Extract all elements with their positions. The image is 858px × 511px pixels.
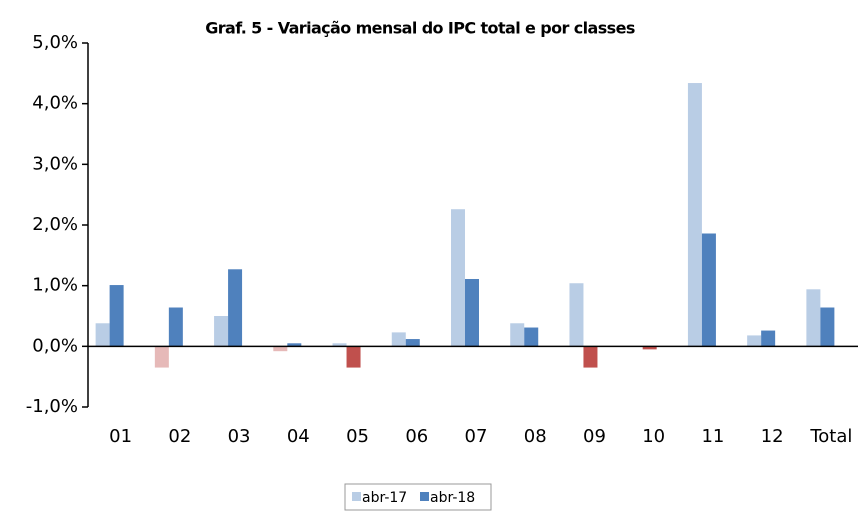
legend-label: abr-18	[430, 490, 475, 506]
bar	[391, 332, 406, 347]
y-tick-label: 5,0%	[32, 32, 78, 53]
x-tick-label: 10	[642, 426, 665, 447]
bar	[687, 83, 702, 347]
x-tick-label: 04	[287, 426, 310, 447]
x-tick-label: 05	[346, 426, 369, 447]
bar	[346, 346, 361, 368]
bar	[583, 346, 598, 368]
y-tick-label: 3,0%	[32, 153, 78, 174]
bar	[642, 346, 657, 350]
x-tick-label: 06	[405, 426, 428, 447]
x-tick-label: 08	[524, 426, 547, 447]
bar	[510, 323, 525, 347]
bar	[287, 343, 302, 347]
bar	[820, 307, 835, 347]
bar	[95, 323, 110, 347]
y-tick-label: 1,0%	[32, 275, 78, 296]
bar	[806, 289, 821, 347]
x-tick-label: 02	[168, 426, 191, 447]
bar	[109, 285, 124, 347]
legend-swatch	[352, 492, 361, 501]
x-tick-label: 12	[761, 426, 784, 447]
bar	[524, 327, 539, 347]
bar	[569, 283, 584, 347]
bar	[273, 346, 288, 352]
bar	[214, 316, 229, 347]
chart-title: Graf. 5 - Variação mensal do IPC total e…	[205, 19, 635, 38]
bar	[154, 346, 169, 368]
bar	[451, 209, 465, 347]
x-tick-label: 01	[109, 426, 132, 447]
y-tick-label: 4,0%	[32, 93, 78, 114]
legend-box	[344, 483, 492, 511]
y-tick-label: -1,0%	[26, 396, 78, 417]
x-tick-label: 07	[465, 426, 488, 447]
x-tick-label: 03	[228, 426, 251, 447]
x-tick-label: 11	[701, 426, 724, 447]
bar	[761, 330, 776, 347]
y-tick-label: 0,0%	[32, 335, 78, 356]
bar	[465, 278, 479, 347]
bar	[405, 339, 420, 347]
bar	[747, 335, 762, 347]
y-tick-label: 2,0%	[32, 214, 78, 235]
legend-label: abr-17	[362, 490, 407, 506]
bar	[228, 269, 243, 347]
bar	[701, 233, 716, 347]
x-tick-label: Total	[809, 426, 852, 447]
bar	[332, 343, 347, 347]
bar	[168, 307, 183, 347]
legend-swatch	[420, 492, 429, 501]
x-tick-label: 09	[583, 426, 606, 447]
